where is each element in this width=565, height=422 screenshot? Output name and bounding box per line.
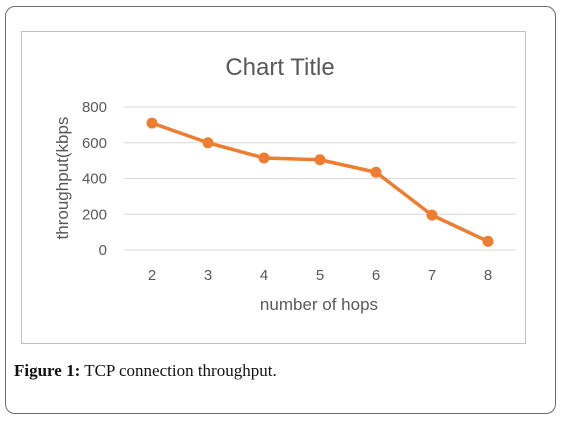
data-point — [202, 137, 214, 149]
data-point — [370, 166, 382, 178]
x-tick-label: 2 — [148, 267, 156, 284]
series-group — [146, 117, 494, 247]
data-point — [426, 209, 438, 221]
x-tick-labels: 2 3 4 5 6 7 8 — [148, 267, 492, 284]
chart-area — [21, 31, 526, 344]
y-tick-labels: 0 200 400 600 800 — [82, 99, 107, 259]
data-point — [146, 117, 158, 129]
x-tick-label: 8 — [484, 267, 492, 284]
x-tick-label: 4 — [260, 267, 268, 284]
x-axis-label: number of hops — [260, 295, 378, 314]
y-tick-label: 400 — [82, 171, 107, 188]
x-tick-label: 6 — [372, 267, 380, 284]
x-tick-label: 7 — [428, 267, 436, 284]
caption-label: Figure 1: — [14, 361, 81, 380]
y-tick-label: 0 — [99, 242, 107, 259]
series-line — [151, 121, 489, 244]
figure-caption: Figure 1: TCP connection throughput. — [14, 361, 277, 381]
grid-lines — [124, 106, 516, 251]
y-tick-label: 800 — [82, 99, 107, 116]
y-tick-label: 200 — [82, 206, 107, 223]
data-point — [482, 235, 494, 247]
chart-title: Chart Title — [225, 54, 334, 81]
data-point — [314, 154, 326, 166]
x-tick-label: 5 — [316, 267, 324, 284]
x-tick-label: 3 — [204, 267, 212, 284]
caption-text: TCP connection throughput. — [80, 361, 277, 380]
y-axis-label: throughput(kbps — [53, 117, 72, 240]
y-tick-label: 600 — [82, 135, 107, 152]
data-point — [258, 152, 270, 164]
